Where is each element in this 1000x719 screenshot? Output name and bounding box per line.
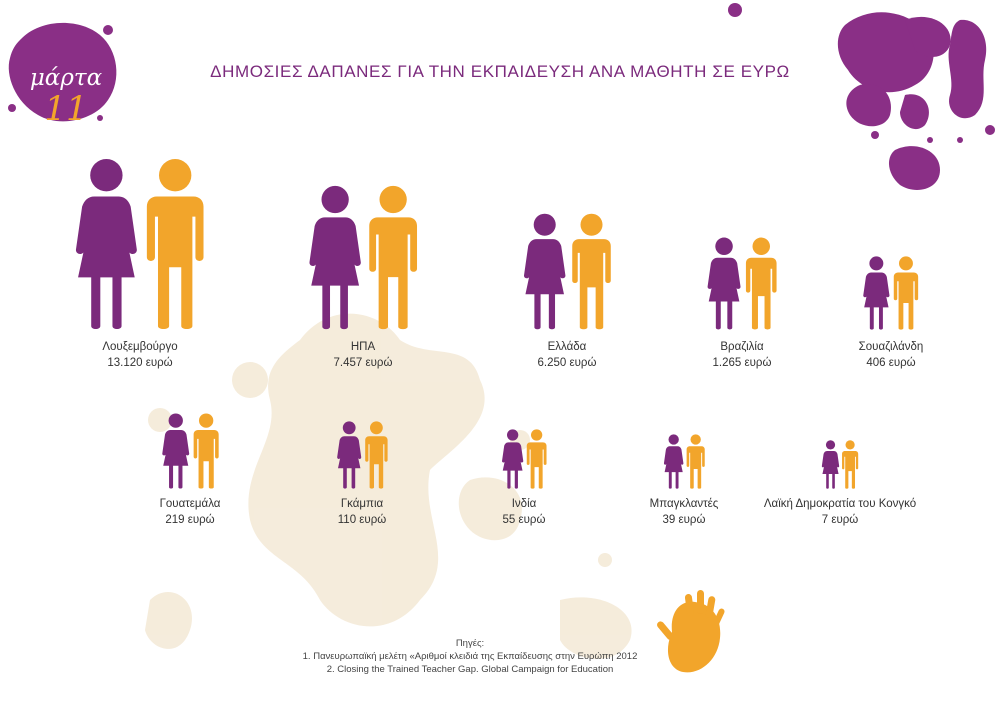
figures-pair [863,256,919,330]
male-figure-icon [364,421,388,489]
female-figure-icon [821,440,840,489]
badge: μάρτα 11 [4,22,116,130]
country-value: 406 ευρώ [866,357,916,369]
country-value: 55 ευρώ [502,514,546,526]
male-figure-icon [526,429,547,489]
female-figure-icon [663,434,684,489]
country-name: Ινδία [511,498,537,510]
male-figure-icon [368,185,417,330]
figures-pair [821,440,859,489]
country-name: Γουατεμάλα [159,498,221,510]
sources-heading: Πηγές: [455,638,485,649]
figures-pair [161,413,219,489]
purple-splash-icon [728,3,995,190]
figures-pair [501,429,547,489]
country-value: 39 ευρώ [662,514,706,526]
country-label: Σουαζιλάνδη 406 ευρώ [771,339,1000,371]
badge-splash-icon [8,22,117,122]
male-figure-icon [193,413,219,489]
figures-pair [663,434,705,489]
male-figure-icon [571,213,611,330]
badge-title: μάρτα [29,65,103,91]
female-figure-icon [707,237,741,330]
country-name: Μπαγκλαντές [649,498,719,510]
country-item [242,421,482,489]
country-name: Λουξεμβούργο [102,341,178,353]
male-figure-icon [745,237,777,330]
country-value: 219 ευρώ [165,514,215,526]
badge-number: 11 [44,89,88,129]
country-label: ΗΠΑ 7.457 ευρώ [243,339,483,371]
country-value: 7 ευρώ [821,514,859,526]
female-figure-icon [161,413,189,489]
country-item [20,158,260,330]
country-value: 1.265 ευρώ [712,357,772,369]
female-figure-icon [863,256,890,330]
country-item [243,185,483,330]
country-value: 110 ευρώ [337,514,387,526]
country-label: Λαϊκή Δημοκρατία του Κονγκό 7 ευρώ [720,496,960,528]
page-title: ΔΗΜΟΣΙΕΣ ΔΑΠΑΝΕΣ ΓΙΑ ΤΗΝ ΕΚΠΑΙΔΕΥΣΗ ΑΝΑ … [210,62,790,81]
country-item [70,413,310,489]
female-figure-icon [523,213,566,330]
country-name: Γκάμπια [340,498,384,510]
figures-pair [707,237,777,330]
female-figure-icon [501,429,523,489]
country-label: Λουξεμβούργο 13.120 ευρώ [20,339,260,371]
country-value: 7.457 ευρώ [333,357,393,369]
country-name: Λαϊκή Δημοκρατία του Κονγκό [763,498,917,510]
country-label: Γκάμπια 110 ευρώ [242,496,482,528]
male-figure-icon [842,440,859,489]
country-name: Ελλάδα [547,341,587,353]
country-label: Γουατεμάλα 219 ευρώ [70,496,310,528]
country-value: 6.250 ευρώ [537,357,597,369]
figures-pair [523,213,611,330]
country-name: Βραζιλία [720,341,764,353]
country-name: Σουαζιλάνδη [858,341,924,353]
country-label: Μπαγκλαντές 39 ευρώ [564,496,804,528]
country-item [771,256,1000,330]
country-item [447,213,687,330]
female-figure-icon [309,185,361,330]
figures-pair [336,421,388,489]
country-item [720,440,960,489]
country-label: Ινδία 55 ευρώ [404,496,644,528]
country-item [622,237,862,330]
figures-pair [76,159,204,329]
country-value: 13.120 ευρώ [107,357,173,369]
hand-print-icon [657,590,725,673]
source-item: 1. Πανευρωπαϊκή μελέτη «Αριθμοί κλειδιά … [302,651,638,662]
male-figure-icon [894,256,919,330]
male-figure-icon [147,159,204,329]
sources: Πηγές: 1. Πανευρωπαϊκή μελέτη «Αριθμοί κ… [260,637,680,676]
figures-pair [309,185,417,330]
country-item [564,434,804,489]
source-item: 2. Closing the Trained Teacher Gap. Glob… [326,664,614,675]
female-figure-icon [76,159,138,329]
country-item [404,429,644,489]
country-label: Ελλάδα 6.250 ευρώ [447,339,687,371]
country-name: ΗΠΑ [350,341,376,353]
female-figure-icon [336,421,361,489]
cream-splashes [145,313,632,659]
male-figure-icon [686,434,705,489]
country-label: Βραζιλία 1.265 ευρώ [622,339,862,371]
